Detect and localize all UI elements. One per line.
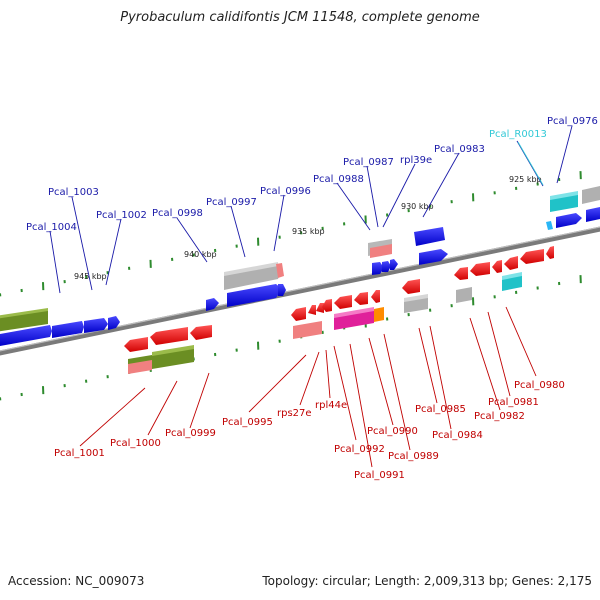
gene-feature-red[interactable]	[402, 279, 420, 294]
gene-feature-blue[interactable]	[278, 284, 286, 296]
gene-label[interactable]: Pcal_1004	[26, 222, 77, 233]
gene-feature-blue[interactable]	[206, 298, 219, 311]
gene-feature-gray[interactable]	[582, 186, 600, 204]
gene-feature-pink[interactable]	[276, 263, 284, 278]
gene-feature-red[interactable]	[334, 295, 352, 309]
gene-label[interactable]: Pcal_0980	[514, 380, 565, 391]
reverse-gene-labels: Pcal_0980 Pcal_0981 Pcal_0982 Pcal_0984 …	[54, 380, 565, 481]
gene-feature-pink[interactable]	[370, 244, 392, 258]
gene-feature-blue[interactable]	[390, 259, 398, 270]
gene-feature-blue[interactable]	[414, 227, 445, 246]
tick-label-935: 935 kbp	[292, 227, 325, 236]
gene-feature-red[interactable]	[190, 325, 212, 340]
forward-leader-lines	[49, 125, 573, 294]
gene-feature-red[interactable]	[520, 249, 544, 264]
gene-feature-gray[interactable]	[456, 287, 472, 303]
genome-summary-text: Topology: circular; Length: 2,009,313 bp…	[262, 574, 592, 588]
gene-feature-magenta-top	[334, 307, 374, 318]
gene-label[interactable]: Pcal_0984	[432, 430, 483, 441]
gene-feature-red[interactable]	[308, 305, 316, 315]
gene-label[interactable]: Pcal_0983	[434, 144, 485, 155]
reverse-leader-lines	[79, 306, 537, 468]
gene-feature-red[interactable]	[124, 337, 148, 352]
gene-feature-red[interactable]	[371, 290, 380, 303]
gene-label[interactable]: Pcal_0999	[165, 428, 216, 439]
gene-label[interactable]: Pcal_1002	[96, 210, 147, 221]
gene-feature-gray-top	[224, 262, 278, 276]
gene-feature-blue[interactable]	[419, 249, 448, 265]
gene-feature-pink[interactable]	[128, 360, 152, 374]
reverse-strand-features	[124, 246, 554, 374]
accession-text: Accession: NC_009073	[8, 574, 145, 588]
tick-label-940: 940 kbp	[184, 250, 217, 259]
gene-feature-red[interactable]	[492, 260, 502, 273]
gene-label[interactable]: Pcal_0982	[474, 411, 525, 422]
tick-label-925: 925 kbp	[509, 175, 542, 184]
gene-feature-red[interactable]	[291, 307, 306, 321]
gene-label[interactable]: Pcal_0998	[152, 208, 203, 219]
gene-feature-red[interactable]	[150, 327, 188, 345]
gene-label[interactable]: Pcal_0997	[206, 197, 257, 208]
gene-feature-olive[interactable]	[0, 310, 48, 332]
gene-feature-gray[interactable]	[224, 264, 282, 290]
gene-feature-red[interactable]	[354, 292, 368, 305]
gene-feature-blue[interactable]	[372, 262, 384, 275]
gene-feature-red[interactable]	[454, 267, 468, 280]
map-title: Pyrobaculum calidifontis JCM 11548, comp…	[120, 10, 480, 25]
genome-backbone-highlight	[0, 226, 600, 352]
gene-feature-red[interactable]	[322, 299, 332, 312]
gene-feature-pink[interactable]	[293, 321, 322, 339]
rna-leader-line	[517, 141, 544, 186]
gene-label[interactable]: rpl39e	[400, 155, 432, 166]
gene-feature-blue[interactable]	[84, 318, 108, 333]
gene-feature-orange[interactable]	[374, 307, 384, 322]
gene-label[interactable]: Pcal_0987	[343, 157, 394, 168]
gene-feature-blue[interactable]	[556, 213, 582, 228]
gene-label[interactable]: Pcal_0981	[488, 397, 539, 408]
gene-feature-blue[interactable]	[0, 325, 52, 346]
upper-tick-track	[0, 171, 582, 297]
gene-label[interactable]: Pcal_0996	[260, 186, 311, 197]
forward-strand-features	[0, 186, 600, 346]
gene-label[interactable]: Pcal_1001	[54, 448, 105, 459]
gene-label[interactable]: Pcal_0988	[313, 174, 364, 185]
gene-label[interactable]: Pcal_0990	[367, 426, 418, 437]
gene-feature-cyan-top	[502, 272, 522, 280]
gene-feature-olive-top	[0, 308, 48, 319]
gene-feature-gray-top	[404, 294, 428, 302]
gene-feature-red[interactable]	[316, 303, 324, 313]
gene-feature-olive-top	[152, 345, 194, 356]
gene-label[interactable]: Pcal_0976	[547, 116, 598, 127]
gene-label[interactable]: Pcal_0995	[222, 417, 273, 428]
gene-feature-blue[interactable]	[586, 207, 600, 222]
gene-feature-blue[interactable]	[52, 321, 84, 338]
gene-feature-blue[interactable]	[227, 284, 282, 307]
gene-feature-red[interactable]	[470, 262, 490, 276]
gene-label[interactable]: Pcal_1003	[48, 187, 99, 198]
gene-label[interactable]: Pcal_0985	[415, 404, 466, 415]
gene-label[interactable]: Pcal_0992	[334, 444, 385, 455]
tick-label-945: 945 kbp	[74, 272, 107, 281]
gene-feature-blue[interactable]	[382, 261, 391, 272]
tick-label-930: 930 kbp	[401, 202, 434, 211]
gene-feature-cyan-top	[550, 191, 578, 200]
gene-label[interactable]: Pcal_1000	[110, 438, 161, 449]
gene-label[interactable]: Pcal_0989	[388, 451, 439, 462]
gene-feature-blue[interactable]	[108, 316, 120, 330]
gene-label[interactable]: rps27e	[277, 408, 312, 419]
gene-feature-cyan[interactable]	[546, 221, 553, 230]
forward-gene-labels: Pcal_0976 Pcal_R0013 Pcal_0983 rpl39e Pc…	[26, 116, 598, 233]
gene-feature-red[interactable]	[504, 256, 518, 270]
gene-label[interactable]: Pcal_R0013	[489, 129, 547, 140]
gene-label[interactable]: Pcal_0991	[354, 470, 405, 481]
gene-feature-red[interactable]	[546, 246, 554, 259]
genome-backbone	[0, 226, 600, 356]
gene-label[interactable]: rpl44e	[315, 400, 347, 411]
